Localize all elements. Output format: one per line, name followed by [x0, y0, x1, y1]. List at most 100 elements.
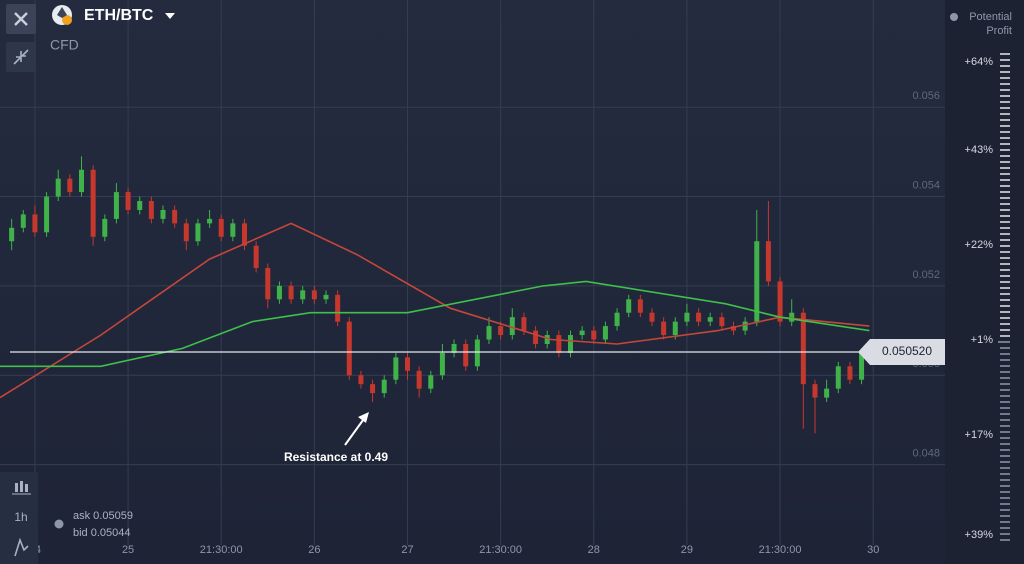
candle-body	[102, 218, 108, 237]
ask-price: ask 0.05059	[73, 510, 133, 522]
candle-body	[9, 227, 15, 242]
candle-body	[265, 268, 271, 300]
annotation-arrow	[344, 415, 367, 446]
candle-body	[381, 379, 387, 394]
candle-body	[835, 366, 841, 389]
profit-title: Potential	[969, 11, 1012, 23]
pair-dropdown-caret[interactable]	[165, 13, 175, 19]
candle-body	[183, 223, 189, 242]
candle-body	[20, 214, 26, 228]
candle-body	[521, 317, 527, 331]
candle-body	[276, 285, 282, 300]
candle-body	[544, 335, 550, 344]
x-tick-label: 21:30:00	[759, 544, 802, 556]
candle-body	[661, 321, 667, 336]
candle-body	[113, 192, 119, 219]
candle-body	[463, 343, 469, 367]
candle-body	[707, 317, 713, 322]
current-price-tag	[858, 339, 945, 366]
candle-body	[439, 352, 445, 376]
candle-body	[777, 281, 783, 322]
asset-icon-glyph	[57, 7, 67, 18]
asset-icon-badge	[62, 15, 72, 25]
candle-body	[55, 178, 61, 197]
candle-body	[626, 299, 632, 313]
candle-body	[148, 201, 154, 219]
annotation-arrowhead	[358, 412, 369, 423]
profit-scale: +64% +43% +22% +1% +17% +39%	[965, 53, 1010, 541]
candle-body	[672, 321, 678, 336]
candle-body	[195, 223, 201, 242]
x-tick-label: 25	[122, 544, 134, 556]
candle-body	[591, 330, 597, 340]
plot: 242521:30:00262721:30:00282921:30:00300.…	[0, 0, 945, 556]
candle-body	[754, 241, 760, 322]
candle-body	[649, 312, 655, 322]
candle-body	[719, 317, 725, 327]
candle-body	[300, 290, 306, 300]
candle-body	[602, 326, 608, 340]
candle-body	[44, 196, 50, 233]
profit-label: +22%	[965, 239, 994, 251]
candle-body	[730, 326, 736, 331]
candle-body	[67, 178, 73, 193]
close-icon	[14, 12, 28, 26]
candle-body	[556, 335, 562, 353]
candle-body	[230, 223, 236, 237]
candle-body	[241, 223, 247, 246]
y-tick-label: 0.048	[912, 447, 940, 459]
candle-body	[416, 370, 422, 389]
candle-body	[78, 169, 84, 193]
x-tick-label: 30	[867, 544, 879, 556]
candle-body	[742, 321, 748, 331]
candle-body	[218, 218, 224, 237]
candle-body	[859, 352, 865, 380]
chart-background	[0, 0, 945, 564]
profit-label: +17%	[965, 429, 994, 441]
candle-body	[847, 366, 853, 380]
indicator-icon[interactable]	[14, 537, 29, 557]
candle-body	[207, 218, 213, 224]
candle-body	[800, 312, 806, 385]
x-tick-label: 26	[308, 544, 320, 556]
candle-body	[498, 326, 504, 336]
candle-body	[824, 388, 830, 398]
x-tick-label: 27	[401, 544, 413, 556]
profit-info-icon[interactable]	[950, 13, 958, 21]
candle-body	[311, 290, 317, 300]
x-tick-label: 29	[681, 544, 693, 556]
candle-body	[335, 294, 341, 322]
candle-body	[509, 317, 515, 336]
candle-body	[370, 384, 376, 394]
y-tick-label: 0.052	[912, 269, 940, 281]
candle-body	[358, 375, 364, 385]
candle-body	[812, 384, 818, 398]
candle-body	[567, 335, 573, 353]
candle-body	[346, 321, 352, 376]
candle-body	[253, 245, 259, 269]
bid-price: bid 0.05044	[73, 527, 131, 539]
candle-body	[451, 343, 457, 353]
candle-body	[474, 339, 480, 367]
candle-body	[137, 201, 143, 210]
candle-body	[789, 312, 795, 322]
timeframe[interactable]: 1h	[14, 510, 27, 524]
candle-body	[160, 209, 166, 219]
instrument-type: CFD	[50, 37, 79, 53]
candle-body	[172, 209, 178, 224]
candle-body	[393, 357, 399, 380]
candle-body	[404, 357, 410, 371]
candle-body	[684, 312, 690, 322]
current-price-label: 0.050520	[882, 344, 932, 358]
asset-pair[interactable]: ETH/BTC	[84, 7, 154, 24]
candle-body	[428, 375, 434, 389]
candle-body	[533, 330, 539, 344]
quote-info-icon[interactable]	[54, 519, 64, 529]
candle-body	[765, 241, 771, 282]
candles-icon[interactable]	[12, 481, 31, 495]
x-tick-label: 28	[588, 544, 600, 556]
x-tick-label: 21:30:00	[479, 544, 522, 556]
candle-body	[288, 285, 294, 300]
x-tick-label: 21:30:00	[200, 544, 243, 556]
